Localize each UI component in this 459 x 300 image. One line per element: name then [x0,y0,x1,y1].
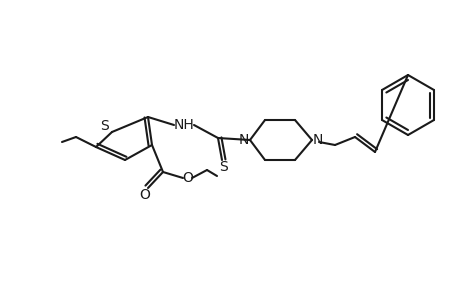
Text: O: O [182,171,193,185]
Text: S: S [219,160,228,174]
Text: S: S [101,119,109,133]
Text: NH: NH [173,118,194,132]
Text: N: N [238,133,249,147]
Text: N: N [312,133,323,147]
Text: O: O [139,188,150,202]
